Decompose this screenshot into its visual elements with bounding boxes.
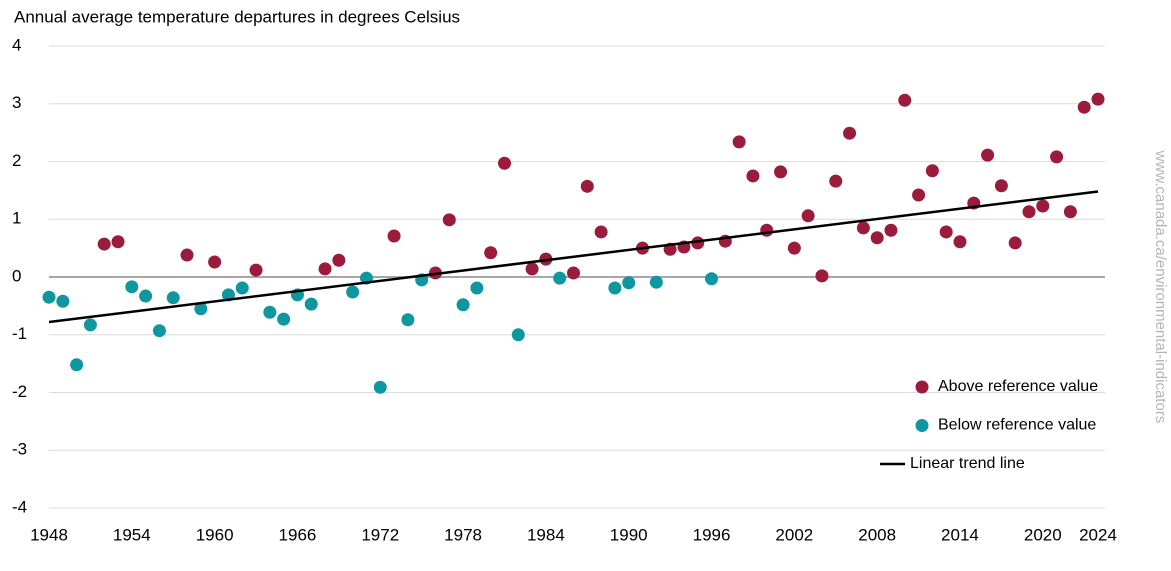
x-tick-label: 1966 xyxy=(279,525,317,544)
data-point xyxy=(525,262,539,276)
data-point xyxy=(1077,100,1091,114)
data-point xyxy=(277,312,291,326)
data-point xyxy=(705,272,719,286)
watermark: www.canada.ca/environmental-indicators xyxy=(1152,150,1169,424)
data-point xyxy=(83,318,97,332)
data-point xyxy=(594,225,608,239)
data-point xyxy=(304,297,318,311)
data-point xyxy=(401,313,415,327)
data-point xyxy=(97,237,111,251)
x-tick-label: 2002 xyxy=(775,525,813,544)
y-tick-label: -1 xyxy=(12,324,27,343)
data-point xyxy=(994,179,1008,193)
data-point xyxy=(553,271,567,285)
data-point xyxy=(484,246,498,260)
y-tick-label: 0 xyxy=(12,266,21,285)
data-point xyxy=(70,358,84,372)
data-point xyxy=(235,281,249,295)
data-point xyxy=(139,289,153,303)
legend-marker xyxy=(915,419,929,432)
chart-title: Annual average temperature departures in… xyxy=(14,7,460,26)
data-point xyxy=(152,324,166,338)
x-tick-label: 1954 xyxy=(113,525,151,544)
legend-label: Linear trend line xyxy=(910,455,1025,472)
data-point xyxy=(1036,199,1050,213)
data-point xyxy=(373,380,387,394)
y-tick-label: 1 xyxy=(12,209,21,228)
data-point xyxy=(1091,92,1105,106)
data-point xyxy=(622,276,636,290)
data-point xyxy=(787,241,801,255)
x-tick-label: 1996 xyxy=(693,525,731,544)
data-point xyxy=(318,262,332,276)
data-point xyxy=(470,281,484,295)
trend-line xyxy=(48,190,1099,324)
data-point xyxy=(815,269,829,283)
x-tick-label: 1972 xyxy=(361,525,399,544)
y-tick-label: 2 xyxy=(12,151,21,170)
data-point xyxy=(194,302,208,316)
x-tick-label: 1948 xyxy=(30,525,68,544)
data-point xyxy=(925,164,939,178)
data-point xyxy=(208,255,222,269)
data-point xyxy=(456,298,470,312)
legend-marker xyxy=(915,380,929,394)
y-tick-label: -3 xyxy=(12,440,27,459)
x-tick-label: 1990 xyxy=(610,525,648,544)
data-point xyxy=(567,266,580,280)
legend-label: Above reference value xyxy=(938,378,1098,395)
data-point xyxy=(732,135,746,149)
data-point xyxy=(442,213,456,227)
data-point xyxy=(829,174,843,188)
data-point xyxy=(884,223,898,237)
data-point xyxy=(649,275,663,289)
data-point xyxy=(497,156,511,170)
data-point xyxy=(939,225,953,239)
x-tick-label: 2020 xyxy=(1024,525,1062,544)
x-tick-label: 1978 xyxy=(444,525,482,544)
y-tick-label: 3 xyxy=(12,93,21,112)
x-tick-label: 1960 xyxy=(196,525,234,544)
data-point xyxy=(608,281,622,295)
data-point xyxy=(760,223,774,237)
data-point xyxy=(1050,150,1064,164)
legend-label: Below reference value xyxy=(938,417,1096,434)
data-point xyxy=(346,285,360,299)
data-point xyxy=(125,280,139,294)
x-tick-label: 1984 xyxy=(527,525,565,544)
data-point xyxy=(580,179,594,193)
data-point xyxy=(1008,236,1022,250)
x-tick-label: 2014 xyxy=(941,525,979,544)
data-point xyxy=(42,290,56,304)
data-point xyxy=(166,291,180,305)
data-point xyxy=(843,126,857,140)
x-tick-label: 2024 xyxy=(1079,525,1117,544)
data-point xyxy=(801,209,815,223)
data-point xyxy=(1063,205,1077,219)
data-point xyxy=(180,248,194,262)
y-tick-label: -2 xyxy=(12,382,27,401)
data-point xyxy=(332,253,346,267)
x-tick-label: 2008 xyxy=(858,525,896,544)
data-point xyxy=(387,229,401,243)
data-point xyxy=(1022,205,1036,219)
data-point xyxy=(746,169,760,183)
data-point xyxy=(953,235,967,249)
data-point xyxy=(912,188,926,202)
data-point xyxy=(870,231,884,245)
data-point xyxy=(981,148,995,162)
y-tick-label: -4 xyxy=(12,497,27,516)
data-point xyxy=(898,93,912,107)
data-point xyxy=(56,294,70,308)
data-point xyxy=(511,328,525,342)
data-point xyxy=(774,165,788,179)
data-point xyxy=(249,263,263,277)
data-point xyxy=(111,235,125,249)
y-tick-label: 4 xyxy=(12,35,21,54)
data-point xyxy=(856,221,870,235)
data-point xyxy=(263,305,277,319)
